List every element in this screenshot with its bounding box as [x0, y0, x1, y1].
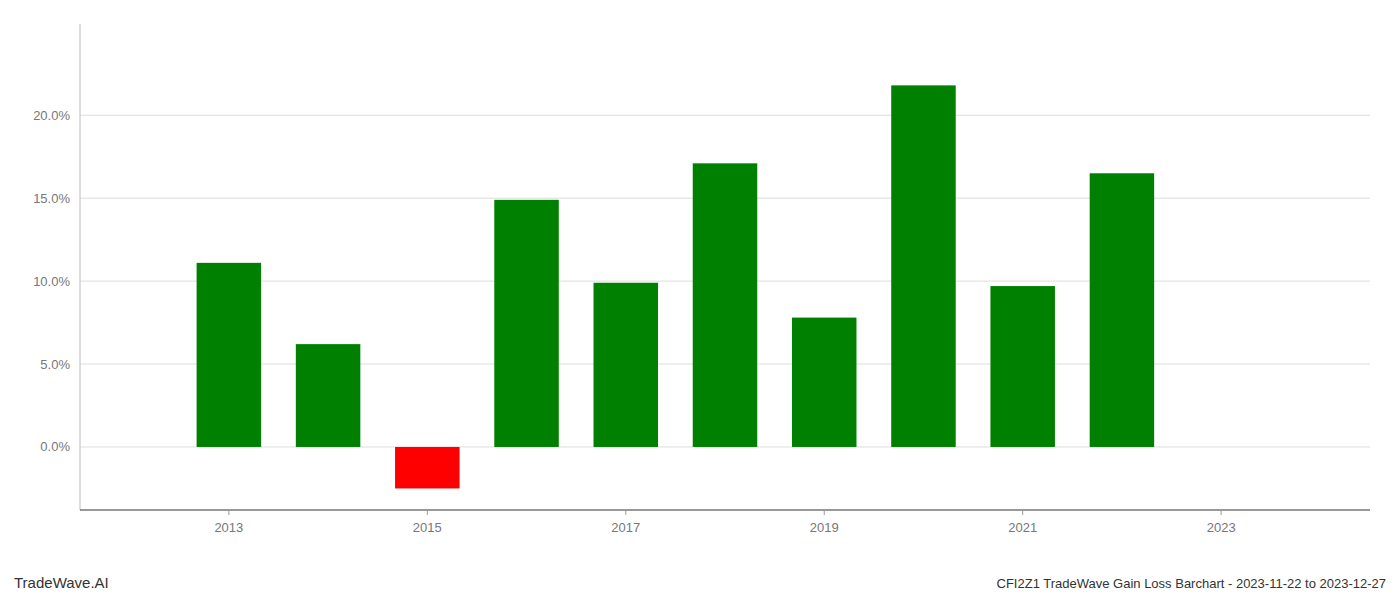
- bar: [990, 286, 1055, 447]
- y-tick-label: 15.0%: [33, 191, 70, 206]
- bar: [1090, 173, 1155, 447]
- x-tick: [427, 510, 428, 515]
- bars: [197, 85, 1155, 488]
- x-tick-label: 2021: [1008, 520, 1037, 535]
- x-tick: [625, 510, 626, 515]
- y-tick-label: 20.0%: [33, 108, 70, 123]
- x-tick: [1022, 510, 1023, 515]
- y-tick-labels: 0.0% 5.0% 10.0% 15.0% 20.0%: [33, 108, 70, 455]
- title: CFI2Z1 TradeWave Gain Loss Barchart - 20…: [997, 576, 1386, 591]
- y-grid: [80, 115, 1370, 447]
- bar: [395, 447, 460, 488]
- x-tick-label: 2013: [214, 520, 243, 535]
- y-tick-label: 0.0%: [40, 439, 70, 454]
- bar: [197, 263, 262, 447]
- bar: [296, 344, 361, 447]
- x-tick: [1221, 510, 1222, 515]
- bar: [792, 318, 857, 447]
- bar: [494, 200, 559, 447]
- x-tick: [228, 510, 229, 515]
- grid-line: [80, 115, 1370, 116]
- y-tick-label: 10.0%: [33, 274, 70, 289]
- x-tick: [824, 510, 825, 515]
- y-tick-label: 5.0%: [40, 357, 70, 372]
- x-tick-label: 2023: [1207, 520, 1236, 535]
- chart: 0.0%5.0%10.0%15.0%20.0%20132015201720192…: [0, 0, 1400, 600]
- x-ticks: 2013 2015 2017 2019 2021 2023: [214, 510, 1235, 535]
- y-axis-line: [80, 24, 81, 510]
- x-axis-line: [80, 509, 1370, 510]
- bar: [891, 85, 956, 447]
- x-tick-label: 2019: [810, 520, 839, 535]
- bar: [594, 283, 659, 447]
- watermark: TradeWave.AI: [14, 574, 109, 591]
- x-tick-label: 2017: [611, 520, 640, 535]
- bar: [693, 163, 758, 447]
- x-tick-label: 2015: [413, 520, 442, 535]
